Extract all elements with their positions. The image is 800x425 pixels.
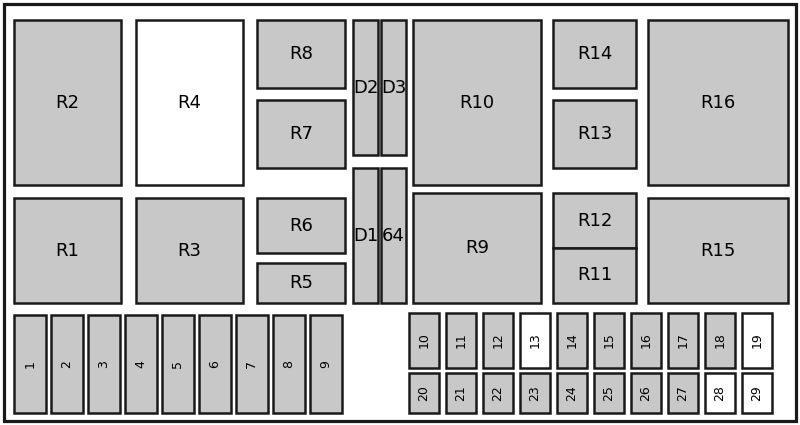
- FancyBboxPatch shape: [162, 315, 194, 413]
- FancyBboxPatch shape: [594, 373, 624, 413]
- FancyBboxPatch shape: [14, 315, 46, 413]
- Text: 21: 21: [454, 385, 467, 401]
- FancyBboxPatch shape: [88, 315, 120, 413]
- Text: R13: R13: [577, 125, 612, 143]
- FancyBboxPatch shape: [199, 315, 231, 413]
- FancyBboxPatch shape: [557, 373, 587, 413]
- Text: 8: 8: [282, 360, 295, 368]
- FancyBboxPatch shape: [381, 168, 406, 303]
- FancyBboxPatch shape: [136, 198, 243, 303]
- Text: R11: R11: [577, 266, 612, 284]
- Text: R6: R6: [289, 216, 313, 235]
- Text: R3: R3: [178, 241, 202, 260]
- Text: 1: 1: [23, 360, 37, 368]
- FancyBboxPatch shape: [705, 313, 735, 368]
- Text: 2: 2: [61, 360, 74, 368]
- Text: R10: R10: [459, 94, 494, 111]
- Text: 24: 24: [566, 385, 578, 401]
- Text: 19: 19: [750, 333, 763, 348]
- FancyBboxPatch shape: [257, 100, 345, 168]
- Text: R7: R7: [289, 125, 313, 143]
- Text: R12: R12: [577, 212, 612, 230]
- Text: D3: D3: [381, 79, 406, 96]
- Text: 28: 28: [714, 385, 726, 401]
- Text: 27: 27: [677, 385, 690, 401]
- Text: 64: 64: [382, 227, 405, 244]
- FancyBboxPatch shape: [310, 315, 342, 413]
- Text: 22: 22: [491, 385, 505, 401]
- Text: 6: 6: [209, 360, 222, 368]
- Text: 18: 18: [714, 332, 726, 348]
- FancyBboxPatch shape: [409, 373, 439, 413]
- FancyBboxPatch shape: [353, 168, 378, 303]
- FancyBboxPatch shape: [557, 313, 587, 368]
- Text: R9: R9: [465, 239, 489, 257]
- Text: 29: 29: [750, 385, 763, 401]
- Text: R16: R16: [700, 94, 736, 111]
- FancyBboxPatch shape: [14, 20, 121, 185]
- FancyBboxPatch shape: [553, 100, 636, 168]
- FancyBboxPatch shape: [648, 20, 788, 185]
- FancyBboxPatch shape: [742, 313, 772, 368]
- Text: R4: R4: [178, 94, 202, 111]
- FancyBboxPatch shape: [742, 373, 772, 413]
- Text: R1: R1: [55, 241, 79, 260]
- FancyBboxPatch shape: [136, 20, 243, 185]
- Text: R15: R15: [700, 241, 736, 260]
- FancyBboxPatch shape: [353, 20, 378, 155]
- FancyBboxPatch shape: [4, 4, 796, 421]
- Text: 12: 12: [491, 333, 505, 348]
- FancyBboxPatch shape: [483, 313, 513, 368]
- Text: R5: R5: [289, 274, 313, 292]
- Text: R14: R14: [577, 45, 612, 63]
- Text: 11: 11: [454, 333, 467, 348]
- FancyBboxPatch shape: [413, 193, 541, 303]
- Text: 23: 23: [529, 385, 542, 401]
- FancyBboxPatch shape: [446, 373, 476, 413]
- FancyBboxPatch shape: [520, 373, 550, 413]
- FancyBboxPatch shape: [520, 313, 550, 368]
- FancyBboxPatch shape: [51, 315, 83, 413]
- Text: 5: 5: [171, 360, 185, 368]
- FancyBboxPatch shape: [648, 198, 788, 303]
- FancyBboxPatch shape: [236, 315, 268, 413]
- Text: 17: 17: [677, 332, 690, 348]
- FancyBboxPatch shape: [257, 20, 345, 88]
- FancyBboxPatch shape: [446, 313, 476, 368]
- Text: R8: R8: [289, 45, 313, 63]
- Text: 26: 26: [639, 385, 653, 401]
- FancyBboxPatch shape: [413, 20, 541, 185]
- Text: 20: 20: [418, 385, 430, 401]
- Text: 13: 13: [529, 333, 542, 348]
- FancyBboxPatch shape: [409, 313, 439, 368]
- Text: 14: 14: [566, 333, 578, 348]
- FancyBboxPatch shape: [483, 373, 513, 413]
- FancyBboxPatch shape: [381, 20, 406, 155]
- Text: 7: 7: [246, 360, 258, 368]
- FancyBboxPatch shape: [631, 373, 661, 413]
- FancyBboxPatch shape: [257, 198, 345, 253]
- Text: 4: 4: [134, 360, 147, 368]
- Text: 25: 25: [602, 385, 615, 401]
- FancyBboxPatch shape: [553, 193, 636, 248]
- Text: 9: 9: [319, 360, 333, 368]
- Text: D2: D2: [353, 79, 378, 96]
- FancyBboxPatch shape: [14, 198, 121, 303]
- FancyBboxPatch shape: [553, 248, 636, 303]
- Text: D1: D1: [353, 227, 378, 244]
- Text: 3: 3: [98, 360, 110, 368]
- FancyBboxPatch shape: [273, 315, 305, 413]
- Text: 16: 16: [639, 333, 653, 348]
- FancyBboxPatch shape: [125, 315, 157, 413]
- Text: 15: 15: [602, 332, 615, 348]
- Text: 10: 10: [418, 332, 430, 348]
- Text: R2: R2: [55, 94, 79, 111]
- FancyBboxPatch shape: [257, 263, 345, 303]
- FancyBboxPatch shape: [668, 373, 698, 413]
- FancyBboxPatch shape: [668, 313, 698, 368]
- FancyBboxPatch shape: [705, 373, 735, 413]
- FancyBboxPatch shape: [553, 20, 636, 88]
- FancyBboxPatch shape: [631, 313, 661, 368]
- FancyBboxPatch shape: [594, 313, 624, 368]
